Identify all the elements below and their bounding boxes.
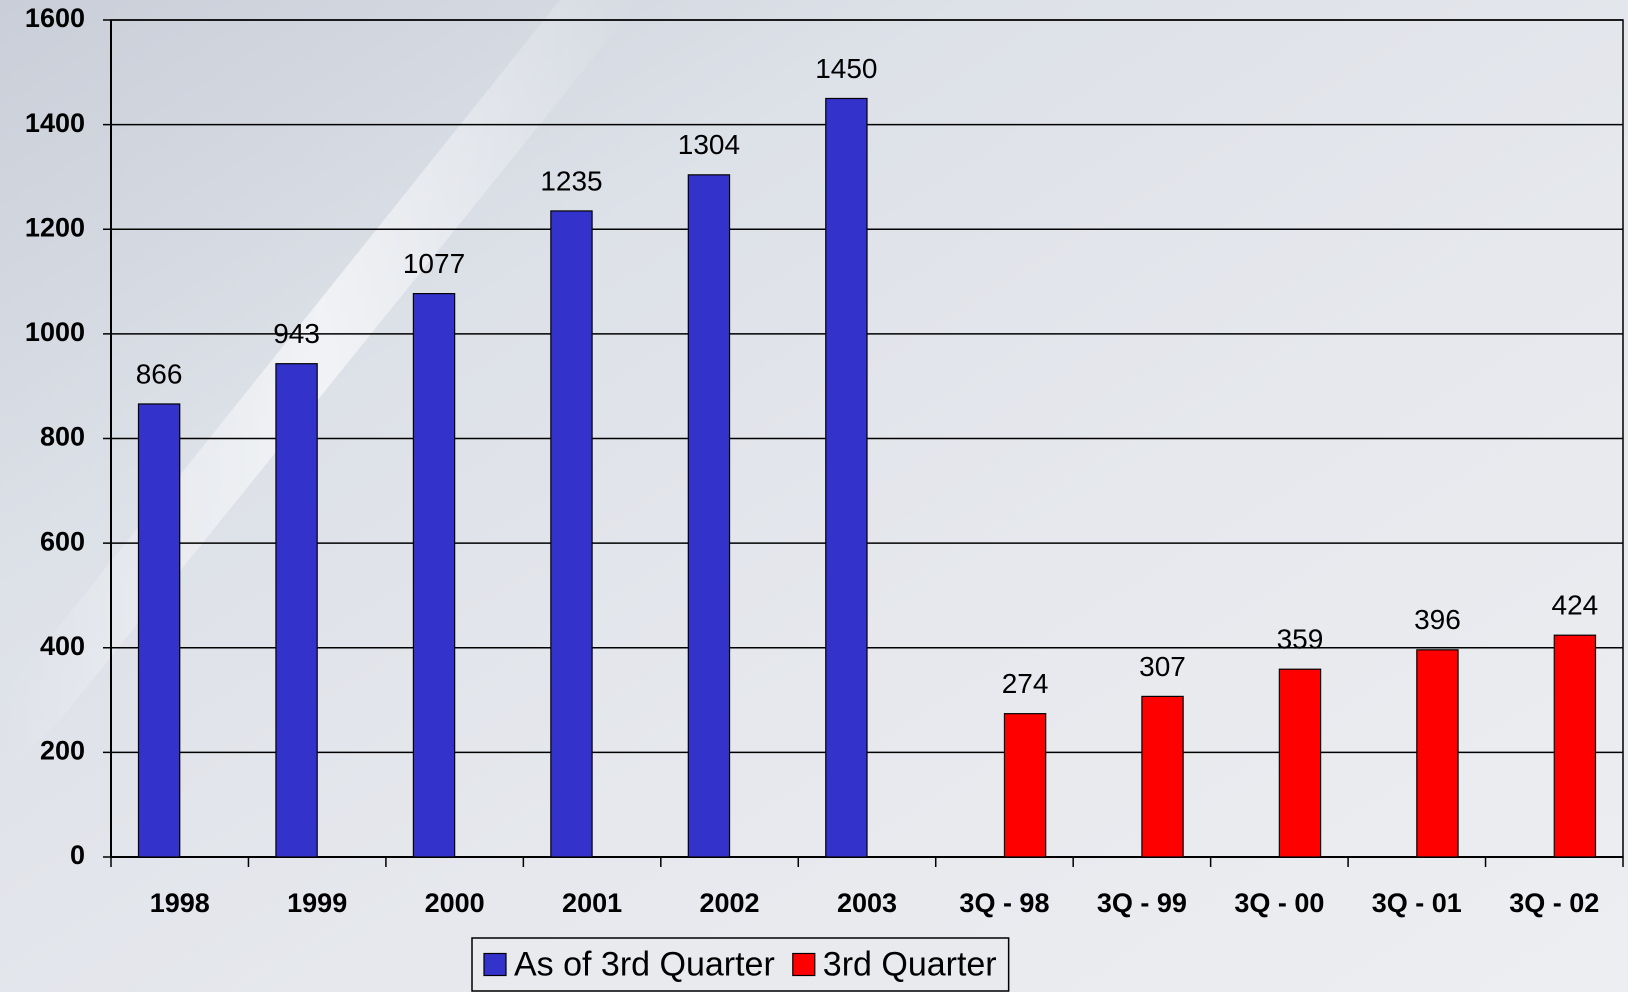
x-tick-label: 1999 [287,888,347,918]
legend-box [471,937,1010,992]
value-label: 396 [1414,604,1461,635]
value-label: 1077 [403,248,465,279]
x-tick-label: 3Q - 01 [1372,888,1462,918]
y-tick-label: 1600 [25,3,85,33]
value-label: 1450 [815,53,877,84]
y-tick-label: 1000 [25,317,85,347]
legend-swatch [792,952,816,977]
x-tick-label: 3Q - 99 [1097,888,1187,918]
legend-swatch [483,952,507,977]
y-tick-label: 1400 [25,108,85,138]
legend-label: 3rd Quarter [823,945,997,983]
value-label: 943 [273,318,320,349]
x-tick-label: 2003 [837,888,897,918]
x-tick-label: 2002 [700,888,760,918]
value-label: 1304 [678,129,740,160]
legend: As of 3rd Quarter 3rd Quarter [471,937,1010,992]
y-tick-label: 0 [70,840,85,870]
value-label: 1235 [540,165,602,196]
y-tick-label: 800 [40,422,85,452]
y-tick-label: 600 [40,526,85,556]
bar [1416,649,1459,858]
y-tick-label: 200 [40,736,85,766]
x-tick-label: 3Q - 00 [1234,888,1324,918]
bar [550,210,593,858]
x-tick-label: 2000 [425,888,485,918]
bar [1141,695,1184,858]
y-tick-label: 400 [40,631,85,661]
value-label: 274 [1002,668,1049,699]
bar [275,363,318,858]
value-label: 866 [136,358,183,389]
bar [687,174,731,858]
bar [137,403,181,858]
value-label: 307 [1139,651,1186,682]
x-tick-label: 3Q - 02 [1509,888,1599,918]
bar [1553,634,1597,858]
value-label: 424 [1552,590,1599,621]
bar [1278,668,1322,858]
bar [1003,713,1047,858]
bar [825,97,868,858]
legend-label: As of 3rd Quarter [514,945,775,983]
bar [412,292,456,858]
x-tick-label: 1998 [150,888,210,918]
x-tick-label: 2001 [562,888,622,918]
y-tick-label: 1200 [25,212,85,242]
value-label: 359 [1277,624,1324,655]
x-tick-label: 3Q - 98 [959,888,1049,918]
